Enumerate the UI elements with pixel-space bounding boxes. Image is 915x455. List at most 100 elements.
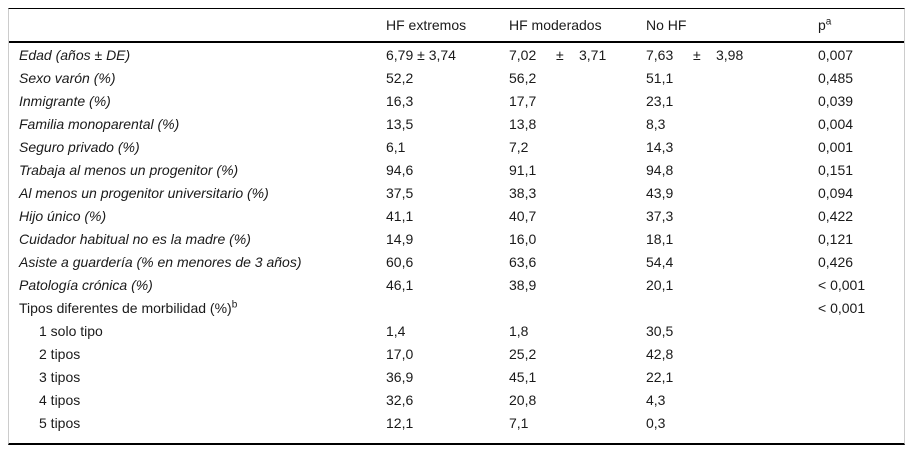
table-row-edad: Edad (años ± DE) 6,79 ± 3,74 7,02 ±3,71 7… [9, 43, 904, 66]
row-label: 5 tipos [39, 414, 81, 431]
table-row-trabaja-progenitor: Trabaja al menos un progenitor (%) 94,6 … [9, 158, 904, 181]
column-header-p: pa [818, 17, 904, 33]
plus-minus-sign: ± [693, 46, 701, 63]
morbilidad-superscript-b: b [231, 298, 238, 310]
row-label: Tipos diferentes de morbilidad (%)b [19, 298, 386, 316]
cell-no-hf: 37,3 [646, 207, 674, 224]
cell-hf-extremos: 41,1 [386, 207, 414, 224]
cell-no-hf: 18,1 [646, 230, 674, 247]
plus-minus-sign: ± [556, 46, 564, 63]
cell-hf-extremos: 12,1 [386, 414, 414, 431]
row-label: Al menos un progenitor universitario (%) [19, 184, 269, 201]
p-label: p [818, 17, 826, 33]
cell-hf-extremos: 1,4 [386, 322, 406, 339]
cell-p-value: 0,121 [818, 230, 854, 247]
sd-value: 3,98 [716, 46, 744, 63]
cell-hf-moderados: 40,7 [509, 207, 537, 224]
column-header-no-hf: No HF [646, 17, 687, 33]
cell-hf-moderados: 7,1 [509, 414, 529, 431]
row-label: Hijo único (%) [19, 207, 107, 224]
table-row-tipos-morbilidad: Tipos diferentes de morbilidad (%)b < 0,… [9, 296, 904, 319]
cell-hf-extremos: 52,2 [386, 69, 414, 86]
cell-no-hf: 94,8 [646, 161, 674, 178]
table-row-seguro-privado: Seguro privado (%) 6,1 7,2 14,3 0,001 [9, 135, 904, 158]
row-label: Cuidador habitual no es la madre (%) [19, 230, 251, 247]
cell-no-hf: 30,5 [646, 322, 674, 339]
cell-hf-moderados: 13,8 [509, 115, 537, 132]
row-label-text: Tipos diferentes de morbilidad (%) [19, 299, 232, 316]
row-label: Patología crónica (%) [19, 276, 153, 293]
cell-p-value: 0,485 [818, 69, 854, 86]
mean-value: 7,02 [509, 46, 537, 63]
row-label: 1 solo tipo [39, 322, 103, 339]
cell-hf-extremos: 6,1 [386, 138, 406, 155]
row-label: 3 tipos [39, 368, 81, 385]
cell-p-value: < 0,001 [818, 276, 866, 293]
cell-hf-moderados: 38,9 [509, 276, 537, 293]
cell-no-hf: 14,3 [646, 138, 674, 155]
cell-no-hf: 54,4 [646, 253, 674, 270]
cell-hf-moderados: 45,1 [509, 368, 537, 385]
row-label: Seguro privado (%) [19, 138, 140, 155]
table-row-cuidador-habitual: Cuidador habitual no es la madre (%) 14,… [9, 227, 904, 250]
row-label: 2 tipos [39, 345, 81, 362]
cell-no-hf: 51,1 [646, 69, 674, 86]
cell-hf-extremos: 36,9 [386, 368, 414, 385]
cell-hf-extremos: 16,3 [386, 92, 414, 109]
cell-hf-extremos: 17,0 [386, 345, 414, 362]
cell-hf-moderados: 38,3 [509, 184, 537, 201]
row-label: Trabaja al menos un progenitor (%) [19, 161, 239, 178]
cell-hf-extremos: 37,5 [386, 184, 414, 201]
cell-p-value: 0,001 [818, 138, 854, 155]
table-row-5-tipos: 5 tipos 12,1 7,1 0,3 [9, 411, 904, 434]
table-row-patologia-cronica: Patología crónica (%) 46,1 38,9 20,1 < 0… [9, 273, 904, 296]
cell-hf-extremos: 13,5 [386, 115, 414, 132]
cell-p-value: 0,422 [818, 207, 854, 224]
table-row-2-tipos: 2 tipos 17,0 25,2 42,8 [9, 342, 904, 365]
sd-value: 3,71 [579, 46, 607, 63]
cell-hf-extremos: 46,1 [386, 276, 414, 293]
row-label: Sexo varón (%) [19, 69, 116, 86]
table-row-sexo-varon: Sexo varón (%) 52,2 56,2 51,1 0,485 [9, 66, 904, 89]
table-row-3-tipos: 3 tipos 36,9 45,1 22,1 [9, 365, 904, 388]
cell-no-hf: 20,1 [646, 276, 674, 293]
cell-p-value: 0,007 [818, 46, 854, 63]
cell-hf-extremos: 60,6 [386, 253, 414, 270]
table-row-inmigrante: Inmigrante (%) 16,3 17,7 23,1 0,039 [9, 89, 904, 112]
cell-no-hf: 43,9 [646, 184, 674, 201]
cell-hf-moderados: 7,02 ±3,71 [509, 47, 646, 63]
table-row-progenitor-universitario: Al menos un progenitor universitario (%)… [9, 181, 904, 204]
row-label: 4 tipos [39, 391, 81, 408]
cell-hf-extremos: 6,79 ± 3,74 [386, 46, 456, 63]
mean-value: 7,63 [646, 46, 674, 63]
cell-hf-extremos: 94,6 [386, 161, 414, 178]
cell-no-hf: 42,8 [646, 345, 674, 362]
cell-no-hf: 23,1 [646, 92, 674, 109]
cell-hf-moderados: 16,0 [509, 230, 537, 247]
cell-p-value: 0,426 [818, 253, 854, 270]
cell-no-hf: 22,1 [646, 368, 674, 385]
table-row-hijo-unico: Hijo único (%) 41,1 40,7 37,3 0,422 [9, 204, 904, 227]
cell-no-hf: 0,3 [646, 414, 666, 431]
row-label: Edad (años ± DE) [19, 46, 131, 63]
comparison-table: HF extremos HF moderados No HF pa Edad (… [8, 8, 905, 445]
table-row-1-solo-tipo: 1 solo tipo 1,4 1,8 30,5 [9, 319, 904, 342]
cell-p-value: 0,004 [818, 115, 854, 132]
table-header-row: HF extremos HF moderados No HF pa [9, 9, 904, 43]
cell-hf-moderados: 17,7 [509, 92, 537, 109]
cell-hf-moderados: 25,2 [509, 345, 537, 362]
table-row-4-tipos: 4 tipos 32,6 20,8 4,3 [9, 388, 904, 411]
cell-p-value: 0,094 [818, 184, 854, 201]
cell-hf-moderados: 63,6 [509, 253, 537, 270]
column-header-hf-extremos: HF extremos [386, 17, 467, 33]
cell-hf-moderados: 56,2 [509, 69, 537, 86]
cell-p-value: 0,151 [818, 161, 854, 178]
row-label: Familia monoparental (%) [19, 115, 180, 132]
cell-hf-moderados: 20,8 [509, 391, 537, 408]
cell-no-hf: 8,3 [646, 115, 666, 132]
table-row-familia-monoparental: Familia monoparental (%) 13,5 13,8 8,3 0… [9, 112, 904, 135]
cell-no-hf: 4,3 [646, 391, 666, 408]
cell-hf-extremos: 32,6 [386, 391, 414, 408]
cell-hf-moderados: 7,2 [509, 138, 529, 155]
cell-no-hf: 7,63 ±3,98 [646, 47, 818, 63]
